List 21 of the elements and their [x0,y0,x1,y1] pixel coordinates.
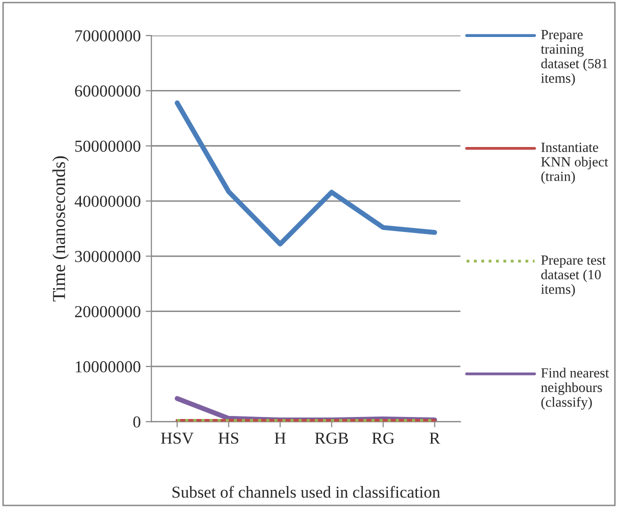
y-axis-title: Time (nanoseconds) [52,156,69,302]
y-tick-label: 60000000 [75,85,140,97]
legend-label: Instantiate KNN object (train) [541,142,608,184]
legend-label: Find nearest neighbours (classify) [541,368,609,410]
x-tick-label: H [274,432,286,444]
line-series [174,100,438,246]
y-tick-label: 20000000 [75,306,140,318]
x-tick-label: R [430,432,440,444]
y-tick-label: 0 [133,416,140,428]
y-tick-label: 10000000 [76,361,140,372]
y-tick-label: 50000000 [75,140,140,152]
x-tick-label: RG [372,432,394,444]
x-axis-title: Subset of channels used in classification [172,486,440,498]
legend-label: Prepare training dataset (581 items) [540,30,608,86]
x-tick-label: HS [218,432,238,444]
y-tick-label: 40000000 [74,196,140,207]
legend-label: Prepare test dataset (10 items) [541,256,606,297]
x-tick-label: HSV [160,432,194,444]
y-tick-label: 70000000 [75,30,140,42]
x-tick-label: RGB [315,432,348,444]
y-tick-label: 30000000 [75,250,140,262]
